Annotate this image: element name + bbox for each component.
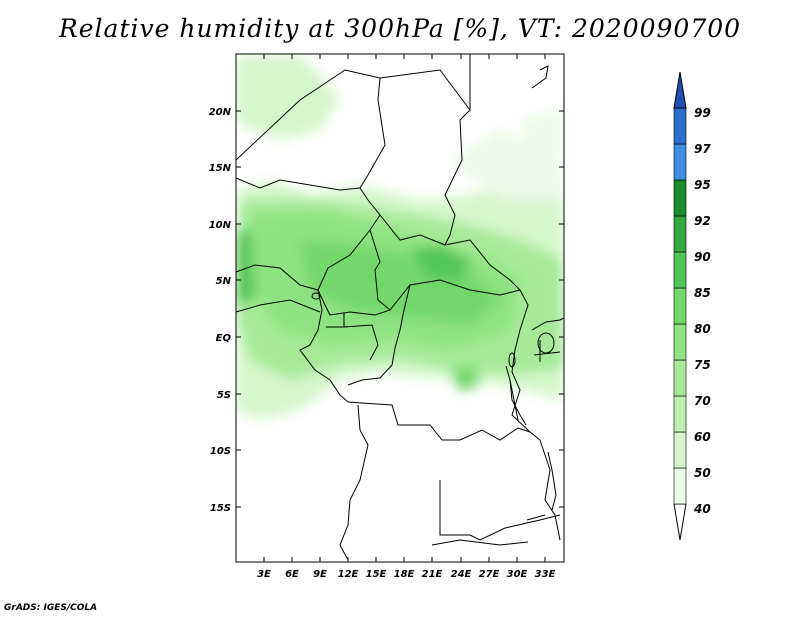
lon-label-24e: 24E xyxy=(451,569,472,580)
colorbar-swatch-60-70 xyxy=(673,395,687,433)
grads-credit: GrADS: IGES/COLA xyxy=(4,603,98,613)
colorbar-swatch-75-80 xyxy=(673,323,687,361)
colorbar-label-95: 95 xyxy=(694,178,711,192)
latitude-axis: 20N 15N 10N 5N EQ 5S 10S 15S xyxy=(209,107,564,514)
lon-label-27e: 27E xyxy=(479,569,500,580)
chart-title: Relative humidity at 300hPa [%], VT: 202… xyxy=(58,14,742,43)
colorbar: 40 50 60 70 75 80 85 90 92 95 97 99 xyxy=(673,71,711,541)
lon-label-21e: 21E xyxy=(422,569,443,580)
lon-label-33e: 33E xyxy=(535,569,556,580)
colorbar-swatches xyxy=(673,71,687,541)
colorbar-label-99: 99 xyxy=(694,106,711,120)
colorbar-label-85: 85 xyxy=(694,286,711,300)
colorbar-label-97: 97 xyxy=(694,142,711,156)
lat-label-10s: 10S xyxy=(210,446,231,457)
lon-label-12e: 12E xyxy=(338,569,359,580)
colorbar-label-90: 90 xyxy=(694,250,711,264)
lon-label-6e: 6E xyxy=(285,569,299,580)
colorbar-label-50: 50 xyxy=(694,466,711,480)
country-borders xyxy=(236,54,564,561)
colorbar-swatch-92-95 xyxy=(673,179,687,217)
lon-label-18e: 18E xyxy=(394,569,415,580)
colorbar-swatch-40-50 xyxy=(673,467,687,505)
colorbar-swatch-95-97 xyxy=(673,143,687,181)
lon-label-30e: 30E xyxy=(507,569,528,580)
lat-label-5n: 5N xyxy=(216,276,232,287)
colorbar-swatch-90-92 xyxy=(673,215,687,253)
colorbar-swatch-50-60 xyxy=(673,431,687,469)
lat-label-10n: 10N xyxy=(209,220,232,231)
lon-label-15e: 15E xyxy=(366,569,387,580)
colorbar-swatch-85-90 xyxy=(673,251,687,289)
lat-label-15n: 15N xyxy=(209,163,232,174)
colorbar-swatch-97-99 xyxy=(673,107,687,145)
colorbar-label-40: 40 xyxy=(693,502,711,516)
lat-label-20n: 20N xyxy=(209,107,232,118)
colorbar-label-75: 75 xyxy=(694,358,711,372)
lat-label-eq: EQ xyxy=(216,333,232,344)
colorbar-swatch-70-75 xyxy=(673,359,687,397)
colorbar-label-70: 70 xyxy=(694,394,711,408)
lat-label-5s: 5S xyxy=(217,390,231,401)
lakes xyxy=(311,65,555,521)
colorbar-swatch-below-40 xyxy=(673,503,687,541)
colorbar-swatch-above-99 xyxy=(673,71,687,109)
longitude-axis: 3E 6E 9E 12E 15E 18E 21E 24E 27E 30E 33E xyxy=(257,54,556,580)
lat-label-15s: 15S xyxy=(210,503,231,514)
colorbar-swatch-80-85 xyxy=(673,287,687,325)
lon-label-9e: 9E xyxy=(313,569,327,580)
colorbar-label-80: 80 xyxy=(694,322,711,336)
humidity-shading xyxy=(236,54,564,562)
colorbar-label-92: 92 xyxy=(694,214,711,228)
map-frame xyxy=(235,53,565,563)
colorbar-label-60: 60 xyxy=(694,430,711,444)
lon-label-3e: 3E xyxy=(257,569,271,580)
